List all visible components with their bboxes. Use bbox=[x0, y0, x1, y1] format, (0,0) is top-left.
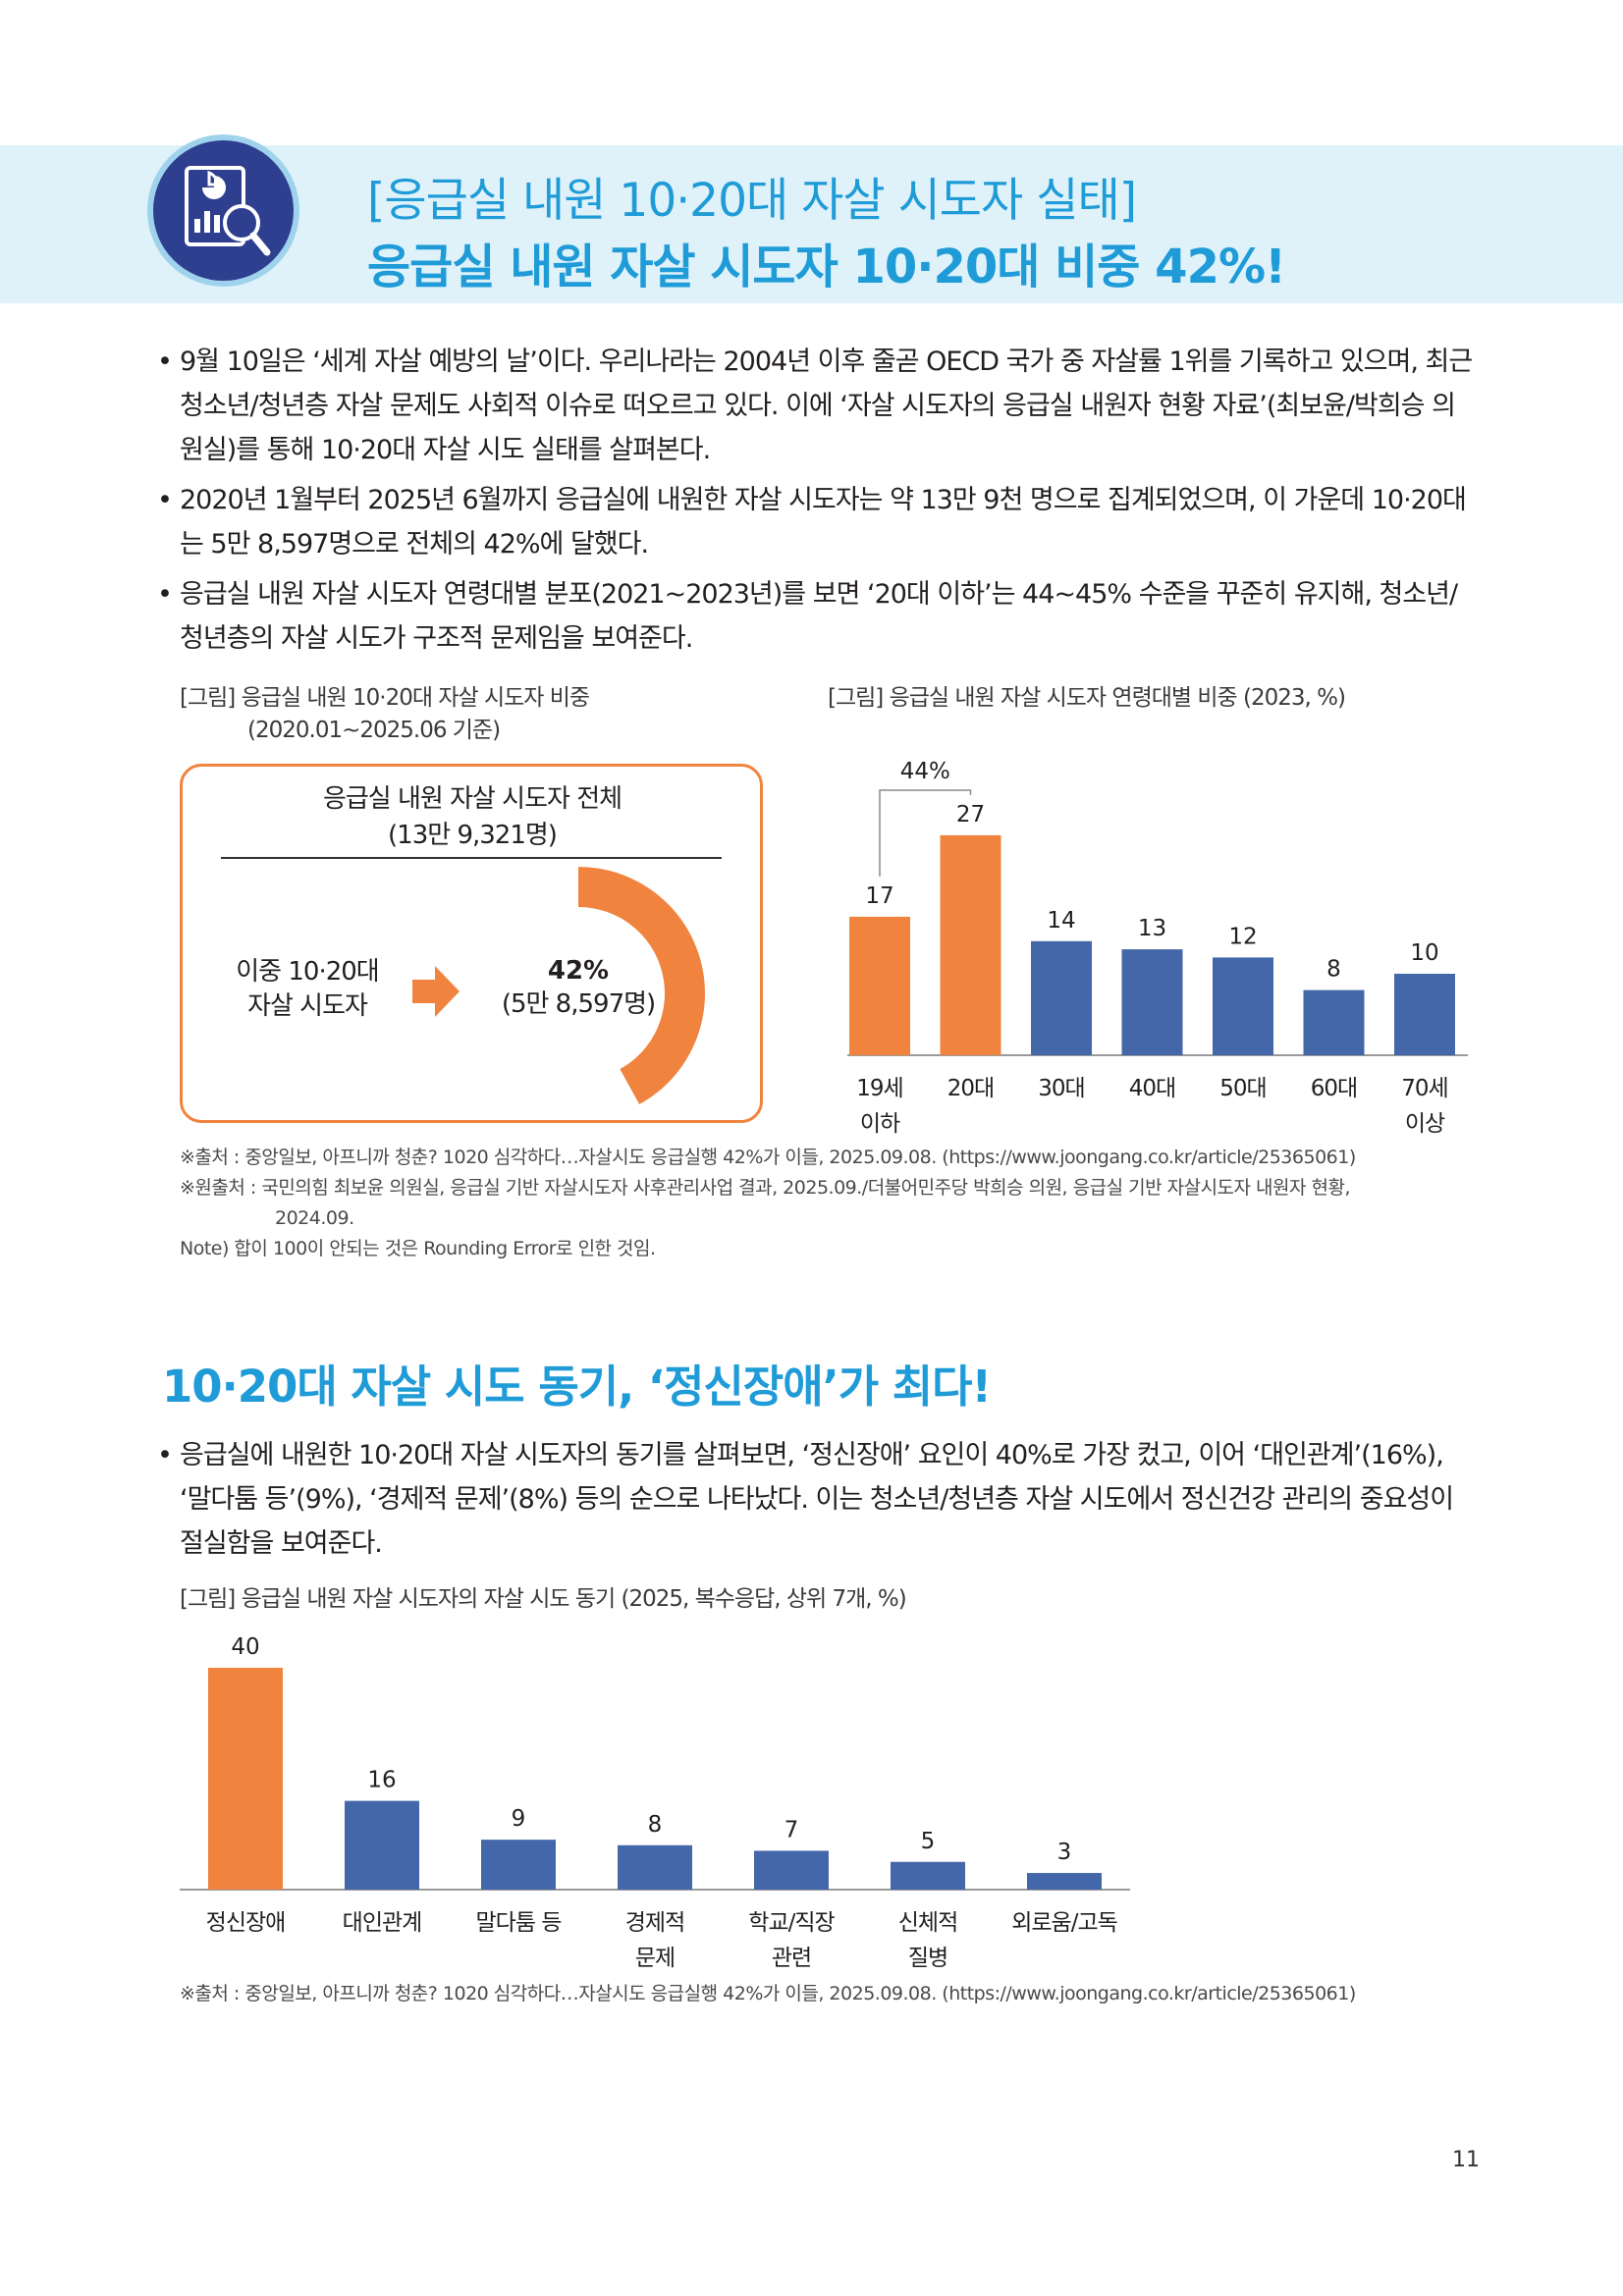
category-label: 질병 bbox=[908, 1946, 947, 1971]
original-source-line-cont: 2024.09. bbox=[275, 1207, 354, 1229]
bar bbox=[754, 1850, 829, 1890]
bar bbox=[345, 1800, 419, 1890]
bar-value-label: 5 bbox=[921, 1829, 936, 1854]
source-line: ※출처 : 중앙일보, 아프니까 청춘? 1020 심각하다…자살시도 응급실행… bbox=[180, 1147, 1356, 1168]
original-source-line: ※원출처 : 국민의힘 최보윤 의원실, 응급실 기반 자살시도자 사후관리사업… bbox=[180, 1177, 1351, 1199]
category-label: 관련 bbox=[772, 1946, 811, 1971]
bar-value-label: 9 bbox=[512, 1806, 526, 1832]
section2-bullets: • 응급실에 내원한 10·20대 자살 시도자의 동기를 살펴보면, ‘정신장애… bbox=[157, 1433, 1473, 1572]
category-label: 이하 bbox=[860, 1111, 900, 1137]
category-label: 70세 bbox=[1401, 1076, 1447, 1101]
donut-share-arc bbox=[578, 867, 705, 1105]
category-label: 30대 bbox=[1038, 1076, 1084, 1101]
source-line: ※출처 : 중앙일보, 아프니까 청춘? 1020 심각하다…자살시도 응급실행… bbox=[180, 1983, 1356, 2004]
bar-value-label: 14 bbox=[1047, 908, 1075, 934]
category-label: 말다툼 등 bbox=[476, 1910, 562, 1936]
bar-value-label: 10 bbox=[1410, 940, 1438, 966]
figure1-graphic: 응급실 내원 자살 시도자 전체 (13만 9,321명) 이중 10·20대 … bbox=[221, 784, 722, 1105]
category-label: 신체적 bbox=[898, 1910, 957, 1936]
arrow-right-icon bbox=[412, 966, 460, 1017]
category-label: 20대 bbox=[947, 1076, 994, 1101]
bullet-text: 응급실 내원 자살 시도자 연령대별 분포(2021~2023년)를 보면 ‘2… bbox=[180, 579, 1458, 654]
bullet-text: 응급실에 내원한 10·20대 자살 시도자의 동기를 살펴보면, ‘정신장애’… bbox=[180, 1440, 1454, 1559]
category-label: 정신장애 bbox=[206, 1910, 286, 1936]
header-badge bbox=[147, 134, 299, 287]
bar-value-label: 40 bbox=[231, 1634, 259, 1660]
category-label: 학교/직장 bbox=[748, 1910, 835, 1936]
category-label: 외로움/고독 bbox=[1011, 1910, 1117, 1936]
bar-value-label: 3 bbox=[1057, 1840, 1072, 1865]
sub-label-line2: 자살 시도자 bbox=[247, 991, 368, 1021]
section1-bullets: • 9월 10일은 ‘세계 자살 예방의 날’이다. 우리나라는 2004년 이후… bbox=[157, 340, 1473, 667]
category-label: 문제 bbox=[635, 1946, 675, 1971]
bar bbox=[940, 834, 1001, 1055]
figure1-caption-period: (2020.01~2025.06 기준) bbox=[247, 718, 501, 743]
bar bbox=[1121, 949, 1183, 1055]
bar-value-label: 16 bbox=[367, 1768, 396, 1793]
category-label: 19세 bbox=[856, 1076, 902, 1101]
group-bracket bbox=[879, 789, 972, 877]
bullet-item: • 9월 10일은 ‘세계 자살 예방의 날’이다. 우리나라는 2004년 이후… bbox=[157, 347, 1473, 465]
bar-value-label: 13 bbox=[1138, 916, 1166, 941]
total-label: 응급실 내원 자살 시도자 전체 bbox=[323, 784, 622, 814]
bar-value-label: 8 bbox=[1326, 957, 1341, 983]
figure1-box bbox=[180, 764, 763, 1123]
header-title-line2: 응급실 내원 자살 시도자 10·20대 비중 42%! bbox=[367, 240, 1286, 294]
bar bbox=[1394, 974, 1455, 1055]
percent-value: (5만 8,597명) bbox=[502, 989, 655, 1019]
figure3-caption: [그림] 응급실 내원 자살 시도자의 자살 시도 동기 (2025, 복수응답… bbox=[180, 1586, 907, 1612]
category-label: 대인관계 bbox=[343, 1910, 422, 1936]
category-label: 40대 bbox=[1129, 1076, 1175, 1101]
bar-value-label: 8 bbox=[648, 1812, 663, 1838]
bar-value-label: 17 bbox=[865, 883, 893, 909]
sub-label-line1: 이중 10·20대 bbox=[236, 957, 378, 987]
header-title-line1: [응급실 내원 10·20대 자살 시도자 실태] bbox=[367, 174, 1137, 228]
figure2-caption: [그림] 응급실 내원 자살 시도자 연령대별 비중 (2023, %) bbox=[828, 685, 1346, 711]
bar bbox=[891, 1861, 965, 1890]
bullet-item: • 응급실에 내원한 10·20대 자살 시도자의 동기를 살펴보면, ‘정신장애… bbox=[157, 1440, 1454, 1559]
bar-value-label: 12 bbox=[1228, 924, 1257, 949]
bullet-text: 9월 10일은 ‘세계 자살 예방의 날’이다. 우리나라는 2004년 이후 … bbox=[180, 347, 1473, 465]
bar bbox=[1031, 940, 1092, 1055]
bar bbox=[618, 1844, 692, 1890]
bar bbox=[849, 916, 910, 1055]
bar-value-label: 27 bbox=[956, 802, 985, 828]
bracket-label: 44% bbox=[900, 759, 950, 784]
bar bbox=[1303, 989, 1365, 1055]
bar bbox=[208, 1668, 283, 1890]
category-label: 60대 bbox=[1311, 1076, 1357, 1101]
rounding-note: Note) 합이 100이 안되는 것은 Rounding Error로 인한 … bbox=[180, 1238, 656, 1259]
figure1-caption: [그림] 응급실 내원 10·20대 자살 시도자 비중 bbox=[180, 685, 590, 711]
bullet-item: • 응급실 내원 자살 시도자 연령대별 분포(2021~2023년)를 보면 ‘… bbox=[157, 579, 1458, 654]
bar-value-label: 7 bbox=[784, 1817, 799, 1842]
category-label: 50대 bbox=[1219, 1076, 1266, 1101]
bar bbox=[481, 1840, 556, 1890]
percent-label: 42% bbox=[548, 956, 609, 986]
section2-heading: 10·20대 자살 시도 동기, ‘정신장애’가 최다! bbox=[162, 1361, 992, 1413]
category-label: 이상 bbox=[1405, 1111, 1445, 1137]
chart-magnifier-icon bbox=[185, 166, 271, 256]
bar bbox=[1027, 1873, 1102, 1890]
category-label: 경제적 bbox=[625, 1910, 684, 1936]
total-value: (13만 9,321명) bbox=[388, 821, 557, 850]
bullet-text: 2020년 1월부터 2025년 6월까지 응급실에 내원한 자살 시도자는 약… bbox=[180, 485, 1467, 560]
bar bbox=[1213, 957, 1273, 1055]
page-number: 11 bbox=[1452, 2148, 1480, 2172]
bullet-item: • 2020년 1월부터 2025년 6월까지 응급실에 내원한 자살 시도자는 … bbox=[157, 485, 1467, 560]
